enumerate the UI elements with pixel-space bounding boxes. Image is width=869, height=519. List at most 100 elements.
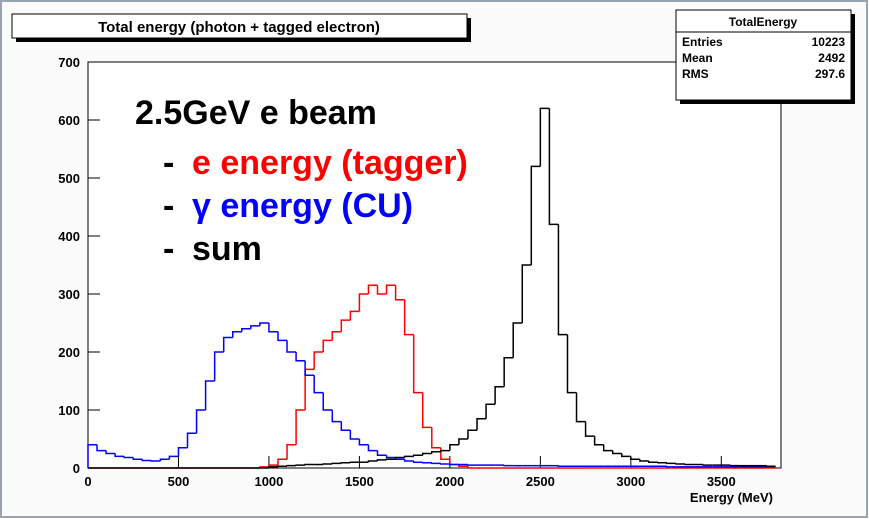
histogram-bin	[467, 464, 478, 466]
stats-label: RMS	[682, 67, 709, 81]
histogram-bin	[204, 380, 215, 410]
histogram-bin	[611, 450, 622, 455]
histogram-bin	[295, 464, 306, 466]
histogram-bin	[340, 319, 351, 332]
histogram-bin	[313, 351, 324, 370]
stats-value: 10223	[812, 35, 846, 49]
legend-label: sum	[192, 230, 262, 268]
histogram-bin	[376, 450, 387, 456]
histogram-bin	[394, 456, 405, 460]
legend-bullet: -	[163, 230, 174, 268]
x-tick-label: 3500	[707, 474, 736, 489]
x-tick-label: 1500	[345, 474, 374, 489]
histogram-bin	[467, 429, 478, 439]
histogram-bin	[114, 453, 125, 458]
histogram-bin	[331, 410, 342, 423]
histogram-bin	[123, 456, 134, 459]
histogram-bin	[403, 299, 414, 336]
histogram-bin	[440, 463, 450, 465]
histogram-bin	[141, 459, 152, 462]
y-tick-label: 500	[58, 171, 80, 186]
histogram-bin	[367, 460, 378, 463]
histogram-bin	[277, 331, 288, 342]
histogram-bin	[557, 465, 568, 468]
stats-value: 297.6	[815, 67, 845, 81]
histogram-bin	[159, 458, 170, 462]
histogram-bin	[412, 454, 423, 457]
legend-bullet: -	[163, 144, 174, 182]
histogram-bin	[349, 310, 360, 321]
y-tick-label: 200	[58, 345, 80, 360]
histogram-bin	[503, 464, 514, 467]
histogram-bin	[186, 432, 197, 448]
histogram-bin	[657, 462, 668, 464]
histogram-bin	[385, 455, 396, 459]
histogram-bin	[584, 421, 595, 437]
histogram-bin	[168, 455, 179, 460]
histogram-bin	[675, 463, 686, 465]
histogram-bin	[666, 462, 677, 465]
histogram-bin	[268, 323, 278, 333]
histogram-bin	[431, 462, 441, 465]
histogram-bin	[322, 339, 333, 352]
histogram-bin	[702, 464, 713, 466]
histogram-bin	[295, 352, 306, 362]
histogram-bin	[467, 466, 478, 469]
histogram-bin	[304, 463, 315, 466]
histogram-bin	[295, 409, 306, 445]
title-box	[11, 13, 468, 39]
histogram-bin	[666, 466, 677, 468]
histogram-bin	[322, 392, 333, 411]
histogram-bin	[421, 462, 432, 464]
y-tick-label: 400	[58, 229, 80, 244]
x-axis-label: Energy (MeV)	[690, 490, 773, 505]
histogram-bin	[304, 360, 315, 376]
stats-label: Entries	[682, 35, 723, 49]
legend-bullet: -	[163, 187, 174, 225]
histogram-bin	[277, 465, 288, 468]
histogram-bin	[241, 328, 251, 332]
x-tick-label: 2500	[526, 474, 555, 489]
histogram-bin	[232, 330, 242, 338]
histogram-bin	[485, 403, 496, 419]
histogram-bin	[530, 165, 541, 265]
x-tick-label: 3000	[616, 474, 645, 489]
histogram-bin	[268, 466, 278, 468]
x-tick-label: 2000	[435, 474, 464, 489]
histogram-bin	[376, 285, 387, 295]
histogram-bin	[259, 322, 269, 326]
histogram-bin	[458, 438, 468, 445]
histogram-bin	[105, 450, 116, 455]
histogram-bin	[340, 421, 351, 432]
histogram-bin	[521, 264, 532, 323]
histogram-bin	[621, 453, 631, 458]
histogram-bin	[421, 392, 432, 429]
histogram-bin	[512, 322, 523, 358]
histogram-bin	[684, 463, 695, 466]
plot-frame	[87, 61, 782, 469]
histogram-bin	[394, 285, 405, 301]
histogram-bin	[548, 108, 559, 226]
histogram-bin	[765, 465, 776, 468]
stats-value: 2492	[818, 51, 845, 65]
legend-label: e energy (tagger)	[192, 144, 468, 182]
histogram-bin	[132, 457, 143, 461]
x-tick-label: 500	[168, 474, 190, 489]
legend-label: γ energy (CU)	[192, 187, 413, 225]
histogram-bin	[250, 325, 260, 329]
histogram-bin	[87, 444, 98, 468]
histogram-bin	[575, 392, 586, 423]
histogram-bin	[367, 284, 378, 294]
histogram-bin	[340, 462, 351, 464]
y-tick-label: 100	[58, 403, 80, 418]
histogram-bin	[286, 464, 297, 467]
histogram-bin	[602, 444, 613, 452]
histogram-bin	[177, 446, 188, 457]
histogram-bin	[593, 436, 604, 446]
histogram-bin	[349, 430, 360, 440]
histogram-bin	[431, 451, 441, 454]
histogram-bin	[286, 340, 297, 353]
histogram-bin	[494, 386, 505, 405]
histogram-bin	[639, 459, 649, 462]
